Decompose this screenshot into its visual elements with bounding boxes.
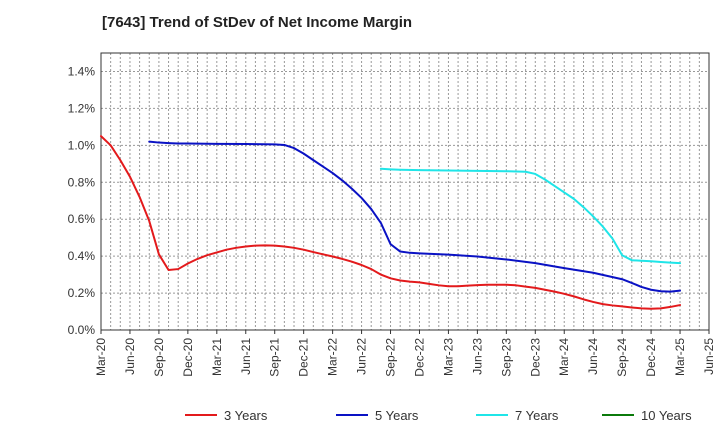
legend-label-2: 7 Years (515, 408, 559, 423)
y-tick-label: 0.2% (68, 286, 96, 300)
x-tick-label: Jun-22 (355, 338, 369, 375)
series-line-2 (379, 167, 682, 265)
x-tick-label: Dec-20 (181, 338, 195, 377)
x-tick-label: Dec-22 (412, 338, 426, 377)
x-tick-label: Sep-21 (268, 338, 282, 377)
y-tick-label: 1.4% (68, 64, 96, 78)
x-tick-label: Mar-24 (557, 338, 571, 376)
x-tick-label: Sep-20 (152, 338, 166, 377)
legend-label-1: 5 Years (375, 408, 419, 423)
y-tick-label: 0.6% (68, 212, 96, 226)
x-tick-label: Dec-23 (528, 338, 542, 377)
x-tick-label: Jun-23 (470, 338, 484, 375)
y-tick-label: 0.4% (68, 249, 96, 263)
x-tick-label: Jun-21 (239, 338, 253, 375)
y-tick-label: 1.0% (68, 138, 96, 152)
x-tick-label: Jun-20 (123, 338, 137, 375)
x-tick-label: Sep-22 (384, 338, 398, 377)
y-tick-label: 0.0% (68, 323, 96, 337)
x-tick-label: Jun-24 (586, 338, 600, 375)
x-tick-label: Sep-24 (615, 338, 629, 377)
x-tick-label: Jun-25 (702, 338, 716, 375)
x-tick-label: Sep-23 (499, 338, 513, 377)
x-tick-label: Mar-22 (326, 338, 340, 376)
series-line-0 (100, 135, 682, 310)
plot-frame (100, 52, 710, 331)
y-tick-label: 1.2% (68, 101, 96, 115)
x-tick-label: Mar-21 (210, 338, 224, 376)
y-tick-label: 0.8% (68, 175, 96, 189)
x-tick-label: Mar-25 (673, 338, 687, 376)
x-tick-label: Dec-21 (297, 338, 311, 377)
chart-title: [7643] Trend of StDev of Net Income Marg… (102, 14, 413, 31)
x-tick-label: Mar-23 (441, 338, 455, 376)
legend-label-3: 10 Years (641, 408, 692, 423)
legend-label-0: 3 Years (224, 408, 268, 423)
x-tick-label: Dec-24 (644, 338, 658, 377)
x-tick-label: Mar-20 (94, 338, 108, 376)
series-line-1 (148, 140, 682, 293)
